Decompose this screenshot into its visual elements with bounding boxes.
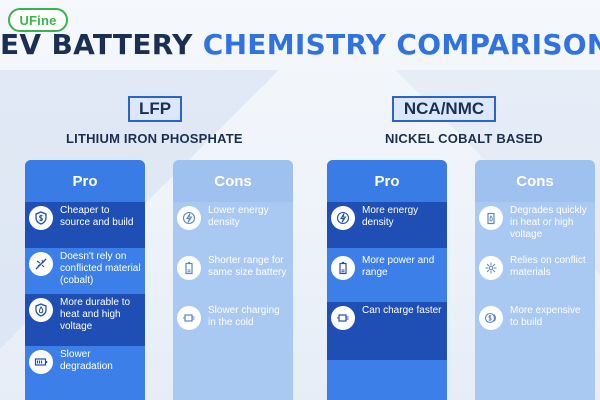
nca-pro-header: Pro <box>327 160 447 202</box>
list-item-text: Lower energy density <box>208 205 269 228</box>
conflict-materials-icon <box>479 256 503 280</box>
lfp-cons-header: Cons <box>173 160 293 202</box>
list-item-text: More expensive to build <box>510 305 581 328</box>
brand-logo: UFine <box>8 8 68 32</box>
list-item: More energy density <box>327 202 447 248</box>
battery-icon <box>331 256 355 280</box>
list-item-text: Relies on conflict materials <box>510 255 586 278</box>
dollar-shield-icon <box>29 206 53 230</box>
list-item-text: Slower degradation <box>60 349 113 372</box>
lfp-cons-column: Cons Lower energy density Shorter range … <box>173 160 293 400</box>
charger-plug-icon <box>177 306 201 330</box>
brand-logo-text: UFine <box>19 12 57 28</box>
flame-shield-icon <box>29 298 53 322</box>
page-title-part1: EV BATTERY <box>0 28 203 61</box>
lfp-pro-header: Pro <box>25 160 145 202</box>
battery-icon <box>177 256 201 280</box>
no-conflict-icon <box>29 252 53 276</box>
lightning-icon <box>177 206 201 230</box>
list-item-text: More durable to heat and high voltage <box>60 297 131 332</box>
list-item-text: Doesn't rely on conflicted material (cob… <box>60 251 141 286</box>
lightning-icon <box>331 206 355 230</box>
list-item: More power and range <box>327 252 447 298</box>
list-item: Can charge faster <box>327 302 447 360</box>
chemistry-tag-nca: NCA/NMC <box>392 96 496 122</box>
nca-pro-column: Pro More energy density More power and r… <box>327 160 447 400</box>
list-item: More durable to heat and high voltage <box>25 294 145 346</box>
list-item-text: More power and range <box>362 255 435 278</box>
page-title: EV BATTERY CHEMISTRY COMPARISON <box>0 28 600 61</box>
list-item-text: Cheaper to source and build <box>60 205 134 228</box>
list-item: Slower charging in the cold <box>173 302 293 348</box>
charger-plug-icon <box>331 306 355 330</box>
list-item: Degrades quickly in heat or high voltage <box>475 202 595 248</box>
nca-cons-header: Cons <box>475 160 595 202</box>
list-item: More expensive to build <box>475 302 595 348</box>
list-item-text: Shorter range for same size battery <box>208 255 287 278</box>
chemistry-tag-lfp-text: LFP <box>138 99 172 118</box>
list-item: Cheaper to source and build <box>25 202 145 248</box>
list-item: Doesn't rely on conflicted material (cob… <box>25 248 145 294</box>
list-item: Slower degradation <box>25 346 145 392</box>
chemistry-name-nca: NICKEL COBALT BASED <box>385 131 543 146</box>
coins-icon <box>479 306 503 330</box>
list-item-text: Slower charging in the cold <box>208 305 280 328</box>
list-item-text: Degrades quickly in heat or high voltage <box>510 205 587 240</box>
list-item: Relies on conflict materials <box>475 252 595 298</box>
battery-level-icon <box>29 350 53 374</box>
lfp-pro-column: Pro Cheaper to source and build Doesn't … <box>25 160 145 400</box>
chemistry-name-lfp: LITHIUM IRON PHOSPHATE <box>66 131 243 146</box>
nca-cons-column: Cons Degrades quickly in heat or high vo… <box>475 160 595 400</box>
chemistry-tag-lfp: LFP <box>128 96 182 122</box>
page-title-part2: CHEMISTRY COMPARISON <box>202 28 600 61</box>
flame-battery-icon <box>479 206 503 230</box>
list-item: Lower energy density <box>173 202 293 248</box>
list-item: Shorter range for same size battery <box>173 252 293 298</box>
chemistry-tag-nca-text: NCA/NMC <box>403 99 485 118</box>
list-item-text: More energy density <box>362 205 419 228</box>
list-item-text: Can charge faster <box>362 305 442 316</box>
